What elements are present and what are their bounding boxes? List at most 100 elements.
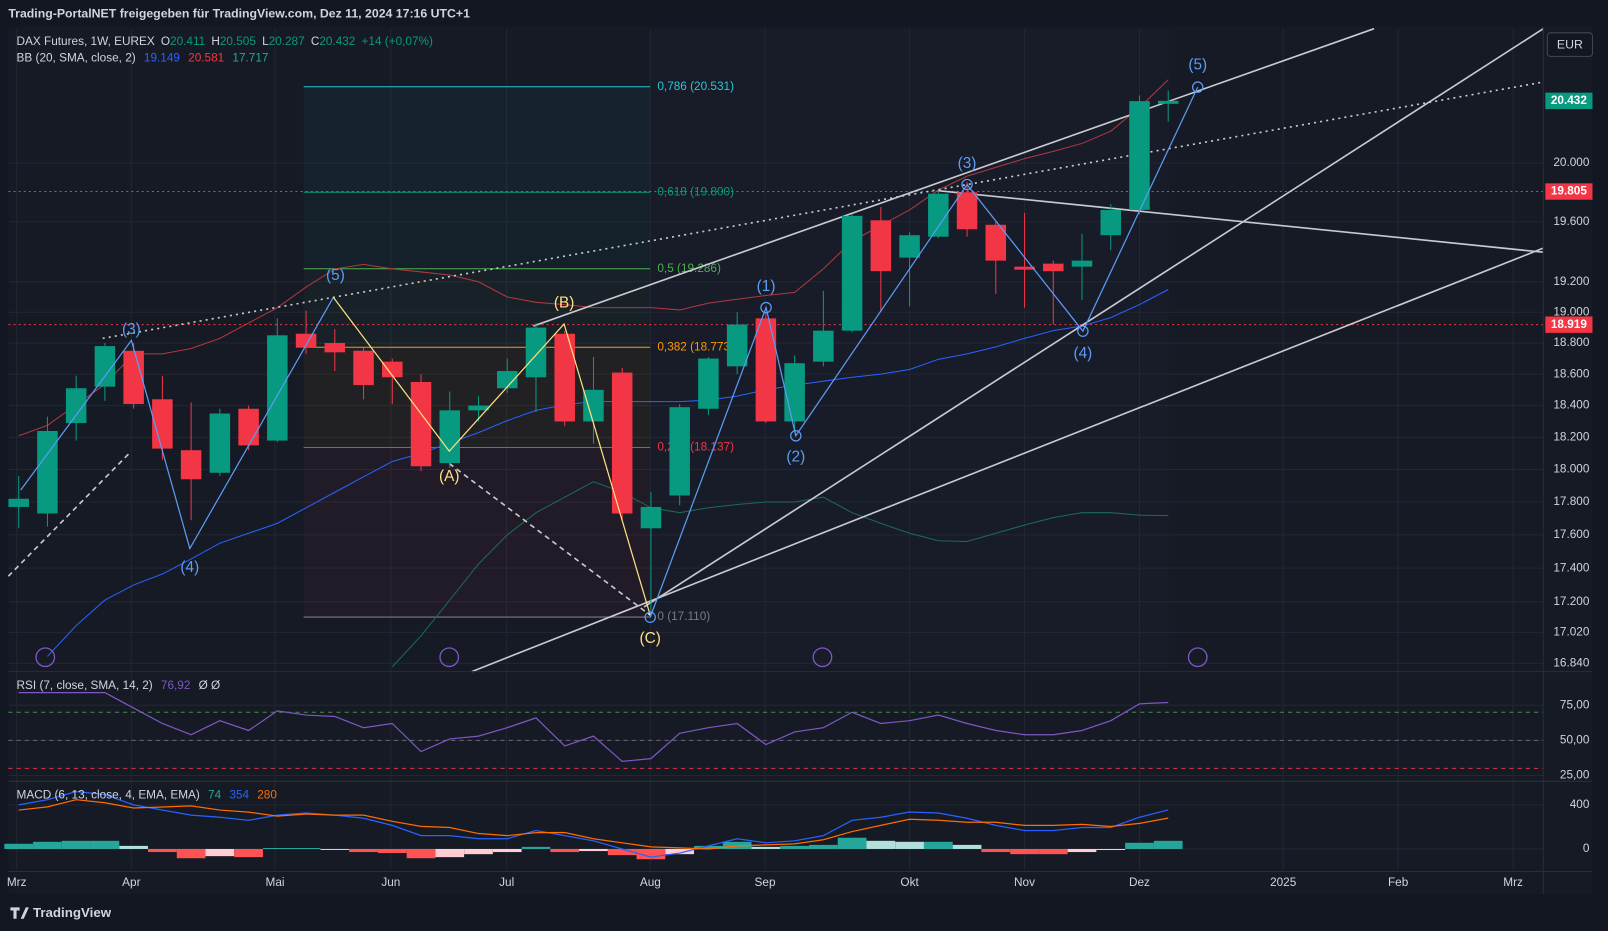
pivot — [1077, 325, 1089, 337]
y-tick-label: 16.840 — [1553, 656, 1589, 669]
histogram-bar — [1038, 848, 1068, 855]
histogram-bar — [952, 844, 982, 849]
candle-body — [267, 335, 288, 441]
histogram-bar — [435, 848, 465, 858]
wave-label: (C) — [640, 630, 661, 647]
candle-body — [611, 372, 633, 514]
wave-label: (A) — [439, 468, 459, 485]
legend-value: 20.287 — [269, 35, 305, 48]
x-tick-label: 2025 — [1270, 876, 1297, 889]
candle-body — [209, 413, 231, 473]
histogram-bar — [33, 841, 62, 849]
y-tick-label: 0 — [1583, 842, 1590, 855]
x-tick-label: Sep — [755, 876, 776, 889]
fib-zone — [303, 447, 651, 618]
histogram-bar — [607, 848, 637, 856]
logo-text: TradingView — [33, 905, 112, 920]
legend-key: L — [262, 35, 269, 48]
trendline — [102, 81, 1544, 340]
y-tick-label: 18.600 — [1553, 367, 1589, 380]
x-tick-label: Jul — [499, 876, 514, 889]
histogram-bar — [809, 844, 838, 849]
wave-label: (3) — [122, 321, 141, 338]
pivot — [1191, 81, 1204, 93]
fib-label: 0,382 (18.773) — [657, 340, 734, 353]
candle-body — [583, 389, 604, 422]
wave-label: (B) — [554, 295, 574, 312]
candle-body — [726, 324, 748, 367]
icon — [35, 647, 56, 668]
y-tick-label: 75,00 — [1560, 698, 1590, 711]
candle-body — [928, 193, 949, 237]
histogram-bar — [981, 848, 1011, 853]
fib-label: 0,236 (18.137) — [657, 441, 734, 454]
icon — [439, 647, 460, 668]
wave-path — [332, 296, 651, 616]
legend: BB (20, SMA, close, 2) 19.149 20.581 17.717 — [17, 52, 269, 65]
x-tick-label: Apr — [122, 876, 140, 889]
trendline — [7, 450, 132, 577]
candle-body — [439, 410, 461, 464]
histogram-bar — [866, 840, 896, 849]
pivot — [961, 178, 973, 191]
wave-label: (4) — [1073, 345, 1092, 362]
histogram-bar — [291, 847, 321, 850]
y-tick-label: 18.000 — [1553, 463, 1589, 476]
histogram-bar — [665, 848, 695, 855]
fib-zone — [303, 192, 651, 269]
candle-body — [640, 506, 662, 529]
price-label-box — [1545, 316, 1593, 333]
legend-value: 17.717 — [232, 52, 268, 65]
wave-label: (4) — [180, 559, 199, 576]
legend-value: 20.432 — [319, 35, 355, 48]
histogram-bar — [636, 848, 666, 860]
histogram-bar — [521, 846, 551, 849]
histogram-bar — [90, 840, 120, 849]
trendline — [471, 247, 1544, 673]
histogram-bar — [895, 841, 924, 849]
macd-line — [18, 799, 1169, 850]
candle-body — [496, 371, 518, 389]
fib-zone — [303, 86, 651, 193]
top-bar: Trading-PortalNET freigegeben für Tradin… — [8, 7, 470, 21]
legend-value: 74 — [208, 789, 222, 802]
y-tick-label: 19.200 — [1553, 275, 1589, 288]
histogram-bar — [234, 848, 263, 858]
histogram-bar — [492, 848, 522, 853]
histogram-bar — [4, 843, 34, 849]
marks-layer — [4, 90, 1183, 860]
x-tick-label: Dez — [1129, 876, 1150, 889]
wave-label: (5) — [326, 267, 345, 284]
session-icons — [35, 647, 1208, 668]
histogram-bar — [1153, 840, 1183, 849]
currency-label[interactable]: EUR — [1557, 37, 1583, 51]
y-tick-label: 18.800 — [1553, 336, 1589, 349]
y-tick-label: 17.800 — [1553, 495, 1589, 508]
histogram-bar — [550, 848, 580, 853]
candle-body — [1157, 100, 1179, 104]
histogram-bar — [320, 848, 350, 851]
macd-line — [18, 790, 1169, 858]
price-label-box — [1545, 183, 1593, 200]
price-label: 19.805 — [1551, 185, 1587, 198]
wave-label: (1) — [757, 278, 776, 295]
fib-label: 0 (17.110) — [657, 610, 710, 623]
legend-value: 20.505 — [220, 35, 256, 48]
candle-body — [65, 388, 87, 424]
legend-value: 354 — [229, 789, 249, 802]
legend-title: DAX Futures, 1W, EUREX — [17, 35, 155, 48]
y-tick-label: 19.600 — [1553, 215, 1589, 228]
logo: TradingView — [10, 905, 112, 920]
legend-value: 76,92 — [161, 679, 190, 692]
candle-body — [410, 381, 432, 467]
histogram-bar — [1125, 842, 1154, 849]
currency-button[interactable] — [1546, 32, 1593, 57]
legend: DAX Futures, 1W, EUREX O20.411 H20.505 L20.… — [17, 35, 433, 48]
wave-label: (3) — [958, 155, 977, 172]
histogram-bar — [1067, 848, 1097, 853]
y-tick-label: 19.000 — [1553, 305, 1589, 318]
y-tick-label: 18.400 — [1553, 399, 1589, 412]
trendline — [448, 462, 651, 616]
y-tick-label: 25,00 — [1560, 769, 1590, 782]
bb-line — [47, 289, 1169, 657]
